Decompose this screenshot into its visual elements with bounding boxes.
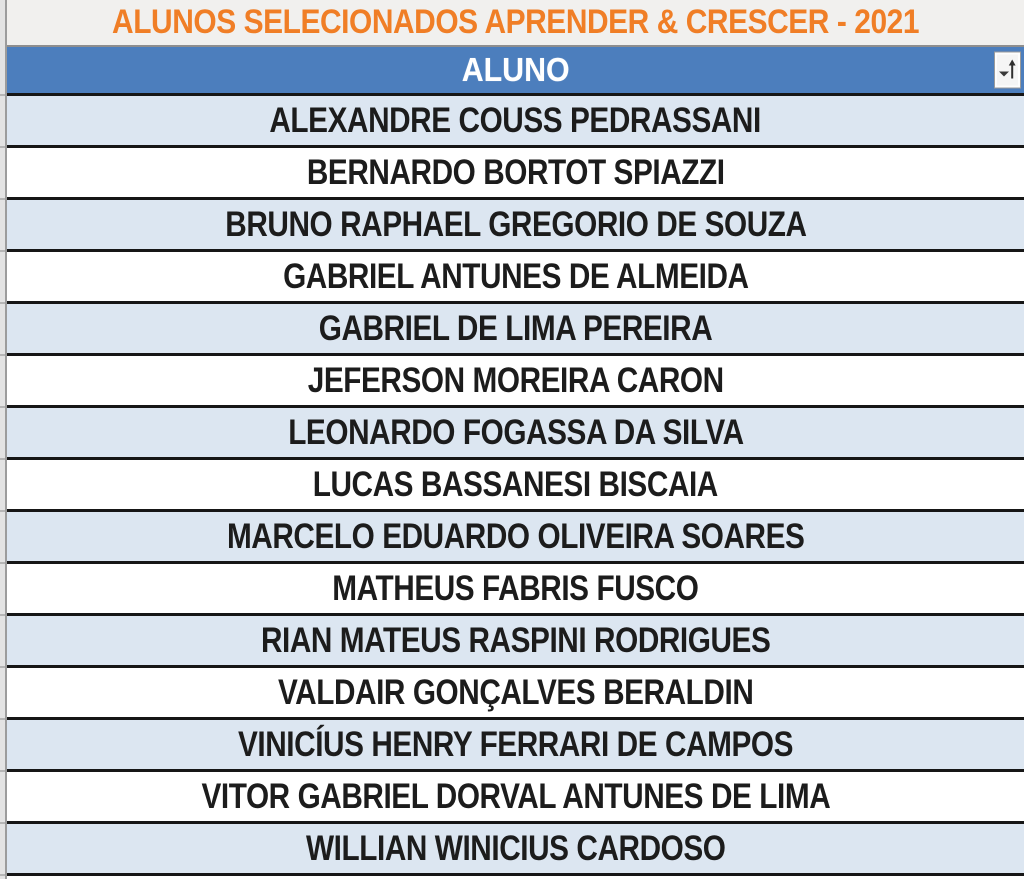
table-row[interactable]: GABRIEL ANTUNES DE ALMEIDA [7, 252, 1024, 304]
student-name: JEFERSON MOREIRA CARON [307, 360, 724, 400]
student-name: WILLIAN WINICIUS CARDOSO [305, 828, 726, 868]
sheet-edge-strip [0, 0, 7, 879]
column-header-label: ALUNO [461, 51, 570, 88]
table-row[interactable]: JEFERSON MOREIRA CARON [7, 356, 1024, 408]
student-name: LUCAS BASSANESI BISCAIA [312, 464, 719, 504]
table-row[interactable]: MARCELO EDUARDO OLIVEIRA SOARES [7, 512, 1024, 564]
column-header-aluno[interactable]: ALUNO [7, 47, 1024, 96]
student-rows: ALEXANDRE COUSS PEDRASSANI BERNARDO BORTO… [7, 96, 1024, 876]
student-name: GABRIEL ANTUNES DE ALMEIDA [282, 256, 749, 296]
student-name: VALDAIR GONÇALVES BERALDIN [277, 672, 754, 712]
table-row[interactable]: LUCAS BASSANESI BISCAIA [7, 460, 1024, 512]
table-row[interactable]: GABRIEL DE LIMA PEREIRA [7, 304, 1024, 356]
sort-filter-button[interactable] [994, 51, 1021, 89]
title-cell[interactable]: ALUNOS SELECIONADOS APRENDER & CRESCER -… [7, 0, 1024, 47]
student-name: BRUNO RAPHAEL GREGORIO DE SOUZA [224, 204, 807, 244]
table-row[interactable]: VALDAIR GONÇALVES BERALDIN [7, 668, 1024, 720]
student-name: MATHEUS FABRIS FUSCO [332, 568, 699, 608]
table-row[interactable]: RIAN MATEUS RASPINI RODRIGUES [7, 616, 1024, 668]
table-row[interactable]: ALEXANDRE COUSS PEDRASSANI [7, 96, 1024, 148]
page-title: ALUNOS SELECIONADOS APRENDER & CRESCER -… [111, 3, 920, 41]
sort-ascending-filter-icon [998, 58, 1017, 83]
table-row[interactable]: WILLIAN WINICIUS CARDOSO [7, 824, 1024, 876]
student-name: GABRIEL DE LIMA PEREIRA [318, 308, 713, 348]
student-name: ALEXANDRE COUSS PEDRASSANI [269, 100, 762, 140]
student-name: LEONARDO FOGASSA DA SILVA [287, 412, 744, 452]
spreadsheet-table: ALUNOS SELECIONADOS APRENDER & CRESCER -… [7, 0, 1024, 876]
table-row[interactable]: VINICÍUS HENRY FERRARI DE CAMPOS [7, 720, 1024, 772]
table-row[interactable]: VITOR GABRIEL DORVAL ANTUNES DE LIMA [7, 772, 1024, 824]
student-name: MARCELO EDUARDO OLIVEIRA SOARES [226, 516, 805, 556]
table-row[interactable]: BERNARDO BORTOT SPIAZZI [7, 148, 1024, 200]
student-name: VINICÍUS HENRY FERRARI DE CAMPOS [237, 724, 794, 764]
table-row[interactable]: MATHEUS FABRIS FUSCO [7, 564, 1024, 616]
student-name: VITOR GABRIEL DORVAL ANTUNES DE LIMA [201, 776, 830, 816]
student-name: RIAN MATEUS RASPINI RODRIGUES [260, 620, 771, 660]
table-row[interactable]: BRUNO RAPHAEL GREGORIO DE SOUZA [7, 200, 1024, 252]
table-row[interactable]: LEONARDO FOGASSA DA SILVA [7, 408, 1024, 460]
student-name: BERNARDO BORTOT SPIAZZI [306, 152, 725, 192]
